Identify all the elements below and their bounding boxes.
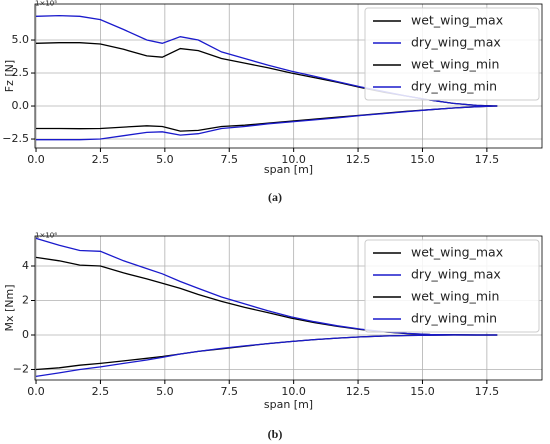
- legend-label: wet_wing_max: [411, 245, 503, 260]
- legend-label: dry_wing_max: [411, 35, 501, 50]
- legend-label: wet_wing_max: [411, 13, 503, 28]
- y-axis-label: Mx [Nm]: [3, 284, 16, 331]
- x-tick-label: 7.5: [220, 153, 238, 166]
- x-tick-label: 15.0: [410, 385, 435, 398]
- offset-label: 1×10⁵: [35, 0, 57, 8]
- x-tick-label: 12.5: [346, 385, 371, 398]
- y-tick-label: 5.0: [12, 33, 30, 46]
- x-tick-label: 2.5: [92, 153, 110, 166]
- x-tick-label: 12.5: [346, 153, 371, 166]
- y-tick-label: −2: [13, 362, 29, 375]
- y-tick-label: −2.5: [2, 132, 29, 145]
- legend-label: dry_wing_min: [411, 311, 497, 326]
- x-tick-label: 0.0: [27, 385, 45, 398]
- y-tick-label: 0: [22, 328, 29, 341]
- y-tick-label: 0.0: [12, 99, 30, 112]
- series-line: [35, 334, 498, 378]
- x-tick-label: 15.0: [410, 153, 435, 166]
- caption: (b): [268, 427, 283, 441]
- x-tick-label: 5.0: [156, 385, 174, 398]
- series-line: [36, 105, 498, 141]
- caption: (a): [268, 190, 282, 204]
- legend-label: wet_wing_min: [411, 289, 499, 304]
- legend-box: [364, 239, 540, 333]
- series-line: [35, 237, 498, 336]
- legend-box: [364, 7, 540, 101]
- legend-label: dry_wing_max: [411, 267, 501, 282]
- x-tick-label: 5.0: [156, 153, 174, 166]
- y-tick-label: 4: [22, 259, 29, 272]
- series-line: [35, 334, 498, 371]
- y-tick-label: 2.5: [12, 66, 30, 79]
- x-tick-label: 7.5: [220, 385, 238, 398]
- x-tick-label: 17.5: [475, 153, 500, 166]
- x-axis-label: span [m]: [264, 163, 313, 176]
- x-tick-label: 0.0: [27, 153, 45, 166]
- legend-label: dry_wing_min: [411, 79, 497, 94]
- y-axis-label: Fz [N]: [3, 60, 16, 92]
- x-tick-label: 17.5: [475, 385, 500, 398]
- legend-label: wet_wing_min: [411, 57, 499, 72]
- x-tick-label: 2.5: [92, 385, 110, 398]
- y-tick-label: 2: [22, 293, 29, 306]
- x-tick-label: 10.0: [281, 385, 306, 398]
- plot-frame: [34, 235, 543, 381]
- x-axis-label: span [m]: [264, 398, 313, 411]
- x-tick-label: 10.0: [281, 153, 306, 166]
- plot-frame: [34, 3, 543, 149]
- offset-label: 1×10⁶: [35, 232, 57, 240]
